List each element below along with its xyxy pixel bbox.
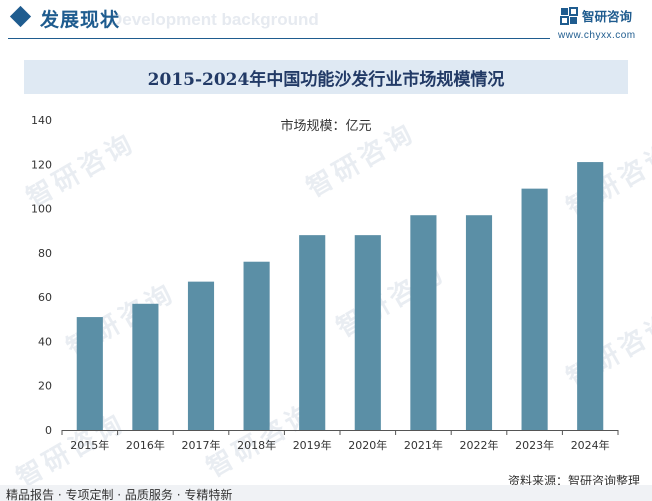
header: Development background 发展现状 智研咨询 www.chy… — [0, 0, 652, 41]
bar-2024年 — [577, 162, 604, 431]
brand-name: 智研咨询 — [582, 9, 633, 24]
brand-url: www.chyxx.com — [558, 30, 636, 41]
brand-logo-icon — [560, 6, 578, 25]
chart-title: 2015-2024年中国功能沙发行业市场规模情况 — [147, 69, 505, 90]
series-label: 市场规模：亿元 — [280, 118, 371, 134]
footer-bar — [0, 485, 652, 501]
slogan: 精品报告 · 专项定制 · 品质服务 · 专精特新 — [6, 488, 233, 501]
x-tick-label: 2021年 — [404, 438, 443, 452]
y-tick-label: 60 — [38, 291, 52, 304]
header-divider — [8, 38, 550, 39]
section-title: 发展现状 — [40, 9, 121, 31]
x-tick-label: 2023年 — [515, 438, 554, 452]
y-axis: 0 20 40 60 80 100 120 140 — [31, 114, 52, 437]
section-title-english: Development background — [110, 10, 319, 29]
bar-2015年 — [76, 317, 103, 430]
bar-2018年 — [243, 261, 270, 430]
bar-2020年 — [354, 235, 381, 430]
x-tick-label: 2024年 — [571, 438, 610, 452]
source-note: 资料来源：智研咨询整理 — [507, 474, 640, 488]
bar-2022年 — [465, 215, 493, 430]
bar-2017年 — [187, 281, 215, 430]
y-tick-label: 20 — [38, 380, 52, 393]
brand: 智研咨询 — [560, 6, 632, 25]
x-tick-label: 2015年 — [70, 438, 109, 452]
x-tick-label: 2020年 — [348, 438, 387, 452]
bar-2023年 — [521, 188, 548, 430]
chart-title-band: 2015-2024年中国功能沙发行业市场规模情况 — [24, 60, 628, 94]
footer: 资料来源：智研咨询整理 精品报告 · 专项定制 · 品质服务 · 专精特新 — [0, 468, 652, 501]
y-tick-label: 40 — [38, 335, 52, 348]
x-tick-label: 2016年 — [126, 438, 165, 452]
y-tick-label: 100 — [31, 203, 52, 216]
bar-2019年 — [299, 235, 326, 430]
x-tick-label: 2017年 — [182, 438, 221, 452]
x-axis: 2015年 2016年 2017年 2018年 2019年 2020年 2021年 2022年… — [61, 430, 619, 452]
bar-2021年 — [410, 215, 437, 430]
bar-2016年 — [132, 303, 159, 430]
x-tick-label: 2018年 — [237, 438, 276, 452]
y-tick-label: 80 — [38, 247, 52, 260]
y-tick-label: 140 — [31, 114, 52, 127]
diamond-icon — [9, 5, 32, 28]
x-tick-label: 2022年 — [460, 438, 499, 452]
bars — [76, 162, 604, 431]
x-tick-label: 2019年 — [293, 438, 332, 452]
y-tick-label: 120 — [31, 158, 52, 171]
y-tick-label: 0 — [45, 424, 52, 437]
